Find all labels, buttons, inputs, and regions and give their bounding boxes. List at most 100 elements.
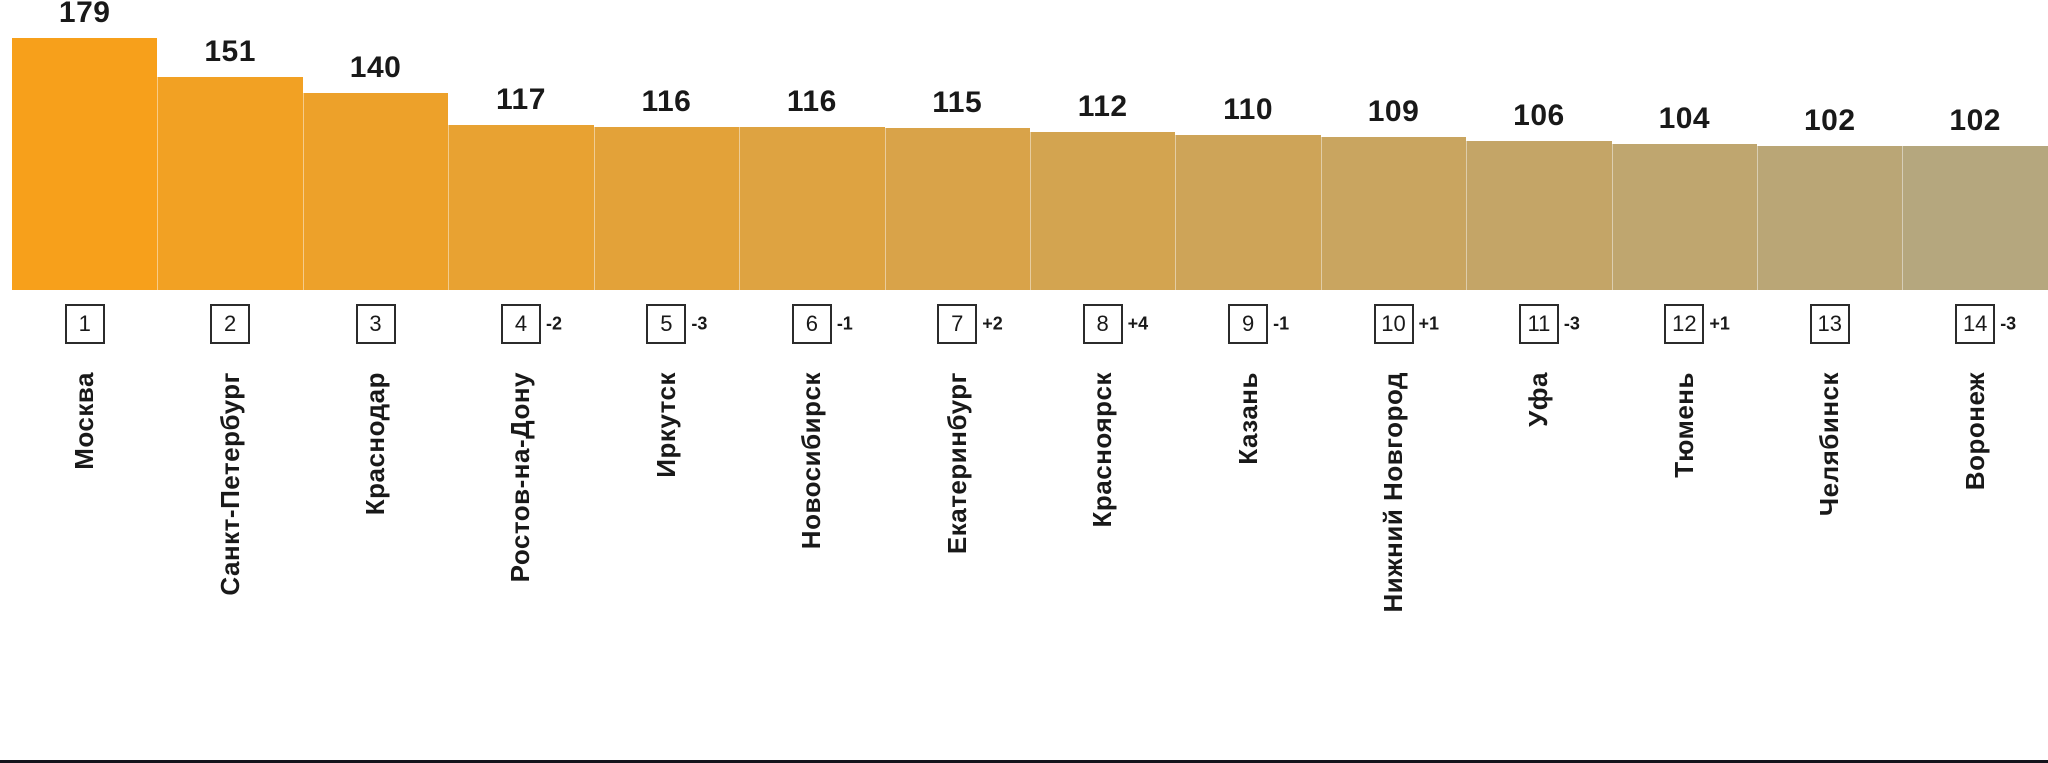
city-label-cell: Новосибирск: [739, 358, 884, 763]
bar-cell: 140: [302, 0, 449, 290]
rank-change: +1: [1418, 313, 1440, 334]
bar: [1757, 146, 1903, 290]
city-label: Нижний Новгород: [1378, 372, 1408, 613]
city-label-cell: Нижний Новгород: [1321, 358, 1466, 763]
rank-cell: 12 +1: [1612, 290, 1757, 358]
city-label: Новосибирск: [796, 372, 827, 550]
city-label: Екатеринбург: [941, 372, 972, 555]
city-column: 116 5 -3 Иркутск: [593, 0, 740, 763]
rank-box: 6: [791, 304, 832, 344]
city-label: Ростов-на-Дону: [505, 372, 536, 583]
city-column: 109 10 +1 Нижний Новгород: [1320, 0, 1467, 763]
bar-cell: 151: [157, 0, 303, 290]
city-label: Тюмень: [1668, 372, 1699, 478]
city-label: Челябинск: [1814, 372, 1845, 517]
city-label: Санкт-Петербург: [214, 372, 245, 596]
city-label: Уфа: [1523, 372, 1554, 427]
city-label: Красноярск: [1087, 372, 1118, 528]
rank-change: +1: [1709, 313, 1730, 334]
rank-box: 13: [1809, 304, 1850, 344]
bar-cell: 116: [739, 0, 885, 290]
value-label: 116: [786, 85, 837, 118]
bar: [593, 127, 740, 290]
rank-cell: 1: [12, 290, 157, 358]
bar: [1320, 137, 1467, 290]
bar: [739, 127, 885, 290]
rank-box: 11: [1518, 304, 1559, 344]
city-label-cell: Санкт-Петербург: [157, 358, 302, 763]
value-label: 179: [58, 0, 111, 29]
rank-change: +2: [982, 313, 1003, 334]
rank-change: +4: [1127, 313, 1149, 334]
value-label: 110: [1223, 93, 1274, 126]
value-label: 112: [1077, 90, 1128, 123]
rank-box: 4: [500, 304, 541, 344]
bar: [1029, 132, 1176, 290]
city-column: 179 1 Москва: [12, 0, 158, 763]
bar: [448, 125, 594, 290]
city-label: Москва: [69, 372, 100, 470]
value-label: 116: [641, 85, 692, 118]
value-label: 102: [1803, 104, 1856, 137]
city-label-cell: Иркутск: [594, 358, 739, 763]
bottom-divider: [0, 760, 2048, 763]
bar-cell: 116: [593, 0, 740, 290]
rank-box: 5: [646, 304, 687, 344]
value-label: 151: [204, 35, 256, 68]
bar-cell: 117: [448, 0, 594, 290]
city-label-cell: Воронеж: [1902, 358, 2047, 763]
bar: [157, 77, 303, 290]
bar-cell: 110: [1175, 0, 1321, 290]
rank-cell: 10 +1: [1321, 290, 1466, 358]
rank-change: -1: [836, 313, 853, 334]
city-label-cell: Челябинск: [1757, 358, 1902, 763]
city-label-cell: Казань: [1175, 358, 1320, 763]
city-label-cell: Краснодар: [303, 358, 448, 763]
bar-cell: 115: [884, 0, 1030, 290]
bar-cell: 102: [1902, 0, 2048, 290]
rank-box: 1: [64, 304, 105, 344]
bar: [1466, 141, 1612, 290]
city-label-cell: Москва: [12, 358, 157, 763]
rank-box: 10: [1373, 304, 1414, 344]
value-label: 115: [932, 86, 983, 119]
city-label-cell: Ростов-на-Дону: [448, 358, 593, 763]
city-column: 140 3 Краснодар: [302, 0, 449, 763]
value-label: 104: [1658, 102, 1711, 135]
bar: [302, 93, 449, 290]
bar-cell: 109: [1320, 0, 1467, 290]
city-column: 102 14 -3 Воронеж: [1902, 0, 2048, 763]
bar: [12, 38, 158, 290]
bar: [884, 128, 1030, 290]
value-label: 117: [496, 83, 546, 116]
bar-cell: 104: [1611, 0, 1758, 290]
rank-change: -1: [1273, 313, 1290, 334]
bar: [1902, 146, 2048, 290]
rank-cell: 6 -1: [739, 290, 884, 358]
bar-cell: 179: [12, 0, 158, 290]
rank-cell: 5 -3: [594, 290, 739, 358]
city-label-cell: Тюмень: [1612, 358, 1757, 763]
rank-box: 14: [1955, 304, 1996, 344]
city-label-cell: Красноярск: [1030, 358, 1175, 763]
value-label: 109: [1367, 95, 1420, 128]
rank-box: 9: [1228, 304, 1269, 344]
rank-cell: 2: [157, 290, 302, 358]
city-column: 112 8 +4 Красноярск: [1029, 0, 1176, 763]
city-label: Казань: [1232, 372, 1263, 465]
rank-cell: 14 -3: [1902, 290, 2047, 358]
rank-box: 7: [937, 304, 978, 344]
rank-change: -2: [545, 313, 562, 334]
city-column: 151 2 Санкт-Петербург: [157, 0, 303, 763]
city-label: Краснодар: [360, 372, 391, 516]
rank-cell: 8 +4: [1030, 290, 1175, 358]
city-label: Иркутск: [650, 372, 681, 478]
city-label: Воронеж: [1959, 372, 1990, 491]
rank-cell: 11 -3: [1466, 290, 1611, 358]
city-column: 117 4 -2 Ростов-на-Дону: [448, 0, 594, 763]
rank-box: 12: [1664, 304, 1705, 344]
bar-cell: 112: [1029, 0, 1176, 290]
rank-change: -3: [2000, 313, 2017, 334]
